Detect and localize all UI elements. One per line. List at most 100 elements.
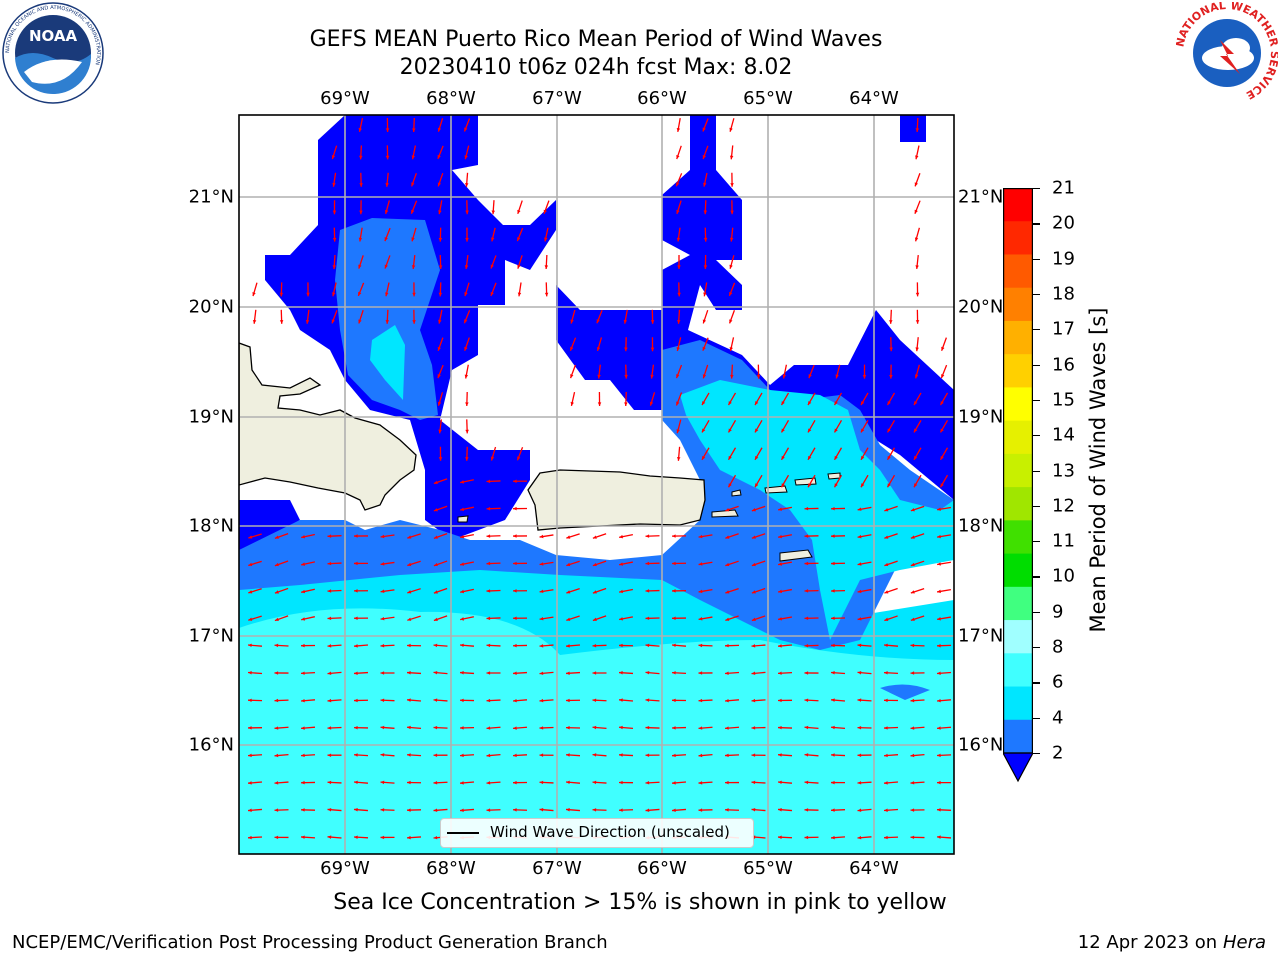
wave-direction-arrowhead <box>412 128 416 132</box>
colorbar-tick-mark <box>1033 753 1040 755</box>
wave-direction-arrowhead <box>910 617 915 621</box>
legend-label: Wind Wave Direction (unscaled) <box>490 823 730 841</box>
lon-label-top: 66°W <box>637 88 687 109</box>
wave-direction-arrowhead <box>702 374 707 379</box>
wave-direction-arrowhead <box>464 346 468 351</box>
wave-direction-arrowhead <box>327 780 332 785</box>
wave-direction-arrowhead <box>513 589 517 593</box>
wave-direction-arrowhead <box>889 347 893 352</box>
wave-direction-arrowhead <box>698 781 703 785</box>
wave-direction-arrowhead <box>937 589 941 594</box>
colorbar-tick-label: 21 <box>1052 177 1075 199</box>
wave-direction-arrowhead <box>433 617 438 621</box>
colorbar-segment <box>1003 420 1033 455</box>
wave-direction-arrowhead <box>384 237 388 242</box>
wave-direction-arrowhead <box>438 210 442 215</box>
wave-direction-arrowhead <box>539 534 544 539</box>
wave-direction-arrowhead <box>781 401 785 406</box>
wind-wave-arrows <box>247 117 952 840</box>
wave-direction-arrowhead <box>910 808 915 812</box>
wave-direction-arrowhead <box>645 589 650 593</box>
wave-direction-arrowhead <box>698 617 703 621</box>
wave-direction-arrowhead <box>624 347 628 352</box>
wave-direction-arrowhead <box>861 428 865 433</box>
wave-direction-arrowhead <box>857 589 862 594</box>
wave-direction-arrowhead <box>354 807 358 812</box>
wave-direction-arrowhead <box>384 264 388 269</box>
wave-direction-arrowhead <box>672 589 676 593</box>
colorbar-tick-label: 11 <box>1052 530 1075 552</box>
land-puerto-rico <box>527 469 706 531</box>
wave-direction-arrowhead <box>676 374 680 379</box>
wave-direction-arrowhead <box>437 401 442 406</box>
wave-direction-arrowhead <box>857 562 862 566</box>
lon-label-bottom: 65°W <box>743 858 793 879</box>
wave-direction-arrowhead <box>490 291 494 296</box>
wave-direction-arrowhead <box>619 753 623 757</box>
wave-direction-arrowhead <box>274 698 279 703</box>
wave-direction-arrowhead <box>808 455 812 460</box>
wave-direction-arrowhead <box>407 725 411 730</box>
wave-direction-arrowhead <box>645 698 650 702</box>
wave-direction-arrowhead <box>517 209 521 214</box>
wave-period-band-2-4-spot <box>880 684 930 700</box>
wave-direction-arrowhead <box>937 808 941 812</box>
wave-direction-arrowhead <box>728 455 732 460</box>
wave-direction-arrowhead <box>464 292 468 297</box>
wave-direction-arrowhead <box>380 562 385 566</box>
wave-direction-arrowhead <box>597 374 601 379</box>
wave-direction-arrowhead <box>751 562 756 567</box>
wave-direction-arrowhead <box>728 401 732 406</box>
wave-direction-arrowhead <box>407 835 411 840</box>
wave-direction-arrowhead <box>884 562 889 567</box>
wave-direction-arrowhead <box>274 835 279 840</box>
wave-direction-arrowhead <box>433 698 438 702</box>
wave-direction-arrowhead <box>380 534 385 539</box>
wave-direction-arrowhead <box>725 562 730 567</box>
wave-direction-arrowhead <box>460 480 465 484</box>
wave-direction-arrowhead <box>729 237 734 242</box>
wave-direction-arrowhead <box>592 698 597 702</box>
wave-direction-arrowhead <box>804 534 809 538</box>
colorbar-tick-mark <box>1033 435 1040 437</box>
wave-period-band-6-8-south <box>239 734 954 854</box>
wave-direction-arrowhead <box>513 561 517 566</box>
lat-label-left: 20°N <box>188 296 234 318</box>
wave-direction-arrowhead <box>703 292 707 297</box>
wave-direction-arrowhead <box>755 483 759 488</box>
wave-direction-arrowhead <box>248 835 252 840</box>
wave-direction-arrowhead <box>354 671 358 675</box>
wave-direction-arrowhead <box>566 725 570 730</box>
wave-direction-arrowhead <box>354 698 358 703</box>
wave-direction-arrowhead <box>592 562 597 567</box>
wave-direction-arrowhead <box>332 237 337 242</box>
wave-direction-arrowhead <box>433 808 438 813</box>
wave-direction-arrowhead <box>703 210 708 215</box>
wave-direction-arrowhead <box>831 835 835 840</box>
wave-direction-arrowhead <box>433 670 438 675</box>
wave-direction-arrowhead <box>910 562 915 567</box>
wave-direction-arrowhead <box>491 210 495 215</box>
wave-direction-arrowhead <box>778 780 782 785</box>
wave-direction-arrowhead <box>513 780 517 785</box>
wave-direction-arrowhead <box>301 671 305 675</box>
wave-direction-arrowhead <box>645 616 650 621</box>
map-legend: Wind Wave Direction (unscaled) <box>440 818 754 848</box>
wave-direction-arrowhead <box>831 506 835 511</box>
wave-direction-arrowhead <box>619 562 623 566</box>
wave-direction-arrowhead <box>301 726 305 730</box>
wave-direction-arrowhead <box>274 617 279 621</box>
wave-direction-arrowhead <box>279 320 284 324</box>
wave-direction-arrowhead <box>327 561 332 566</box>
wave-direction-arrowhead <box>539 589 544 594</box>
wave-direction-arrowhead <box>831 671 835 675</box>
wave-direction-arrowhead <box>354 644 358 648</box>
colorbar-tick-label: 17 <box>1052 318 1075 340</box>
wave-direction-arrowhead <box>274 671 279 675</box>
wave-direction-arrowhead <box>380 835 385 840</box>
colorbar-tick-label: 2 <box>1052 742 1064 764</box>
wave-direction-arrowhead <box>915 155 919 160</box>
wave-direction-arrowhead <box>937 507 941 511</box>
lat-label-left: 17°N <box>188 625 234 647</box>
wave-direction-arrowhead <box>698 534 703 539</box>
